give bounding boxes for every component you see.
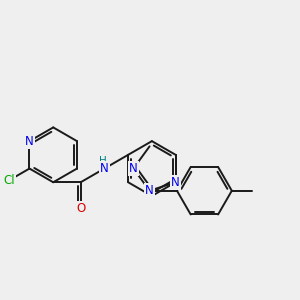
Text: Cl: Cl [4, 174, 15, 187]
Text: O: O [76, 202, 85, 215]
Text: H: H [99, 157, 107, 166]
Text: N: N [100, 162, 109, 175]
Text: N: N [25, 135, 34, 148]
Text: N: N [145, 184, 154, 197]
Text: N: N [129, 162, 138, 175]
Text: N: N [171, 176, 180, 189]
